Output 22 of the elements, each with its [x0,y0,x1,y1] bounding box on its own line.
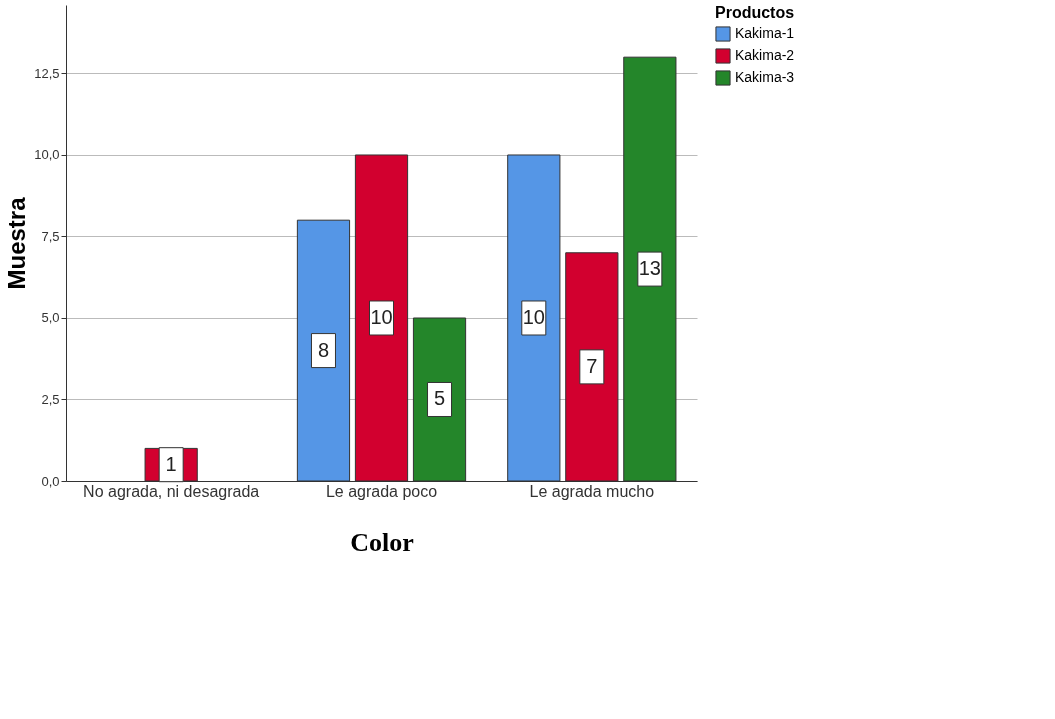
x-tick-label: Le agrada mucho [529,482,655,500]
data-label: 5 [433,387,446,410]
data-label: 7 [586,354,598,377]
legend-label: Kakima-3 [735,69,795,85]
x-tick-label: Le agrada poco [325,482,438,500]
y-tick-label: 2,5 [41,391,60,407]
data-label: 10 [522,305,545,328]
data-label: 13 [638,257,661,280]
legend-label: Kakima-2 [735,47,795,63]
y-tick-label: 0,0 [41,473,60,489]
legend-label: Kakima-1 [735,25,795,41]
y-tick-label: 12,5 [34,65,60,81]
y-axis-title: Muestra [3,196,31,290]
legend-title: Productos [715,4,795,21]
data-label: 10 [370,305,393,328]
y-tick-label: 5,0 [41,310,60,326]
y-tick-label: 10,0 [34,147,60,163]
data-label: 1 [165,452,177,475]
x-axis-title: Color [350,527,414,557]
data-label: 8 [317,338,330,361]
y-tick-label: 7,5 [41,228,60,244]
x-tick-label: No agrada, ni desagrada [83,482,260,500]
